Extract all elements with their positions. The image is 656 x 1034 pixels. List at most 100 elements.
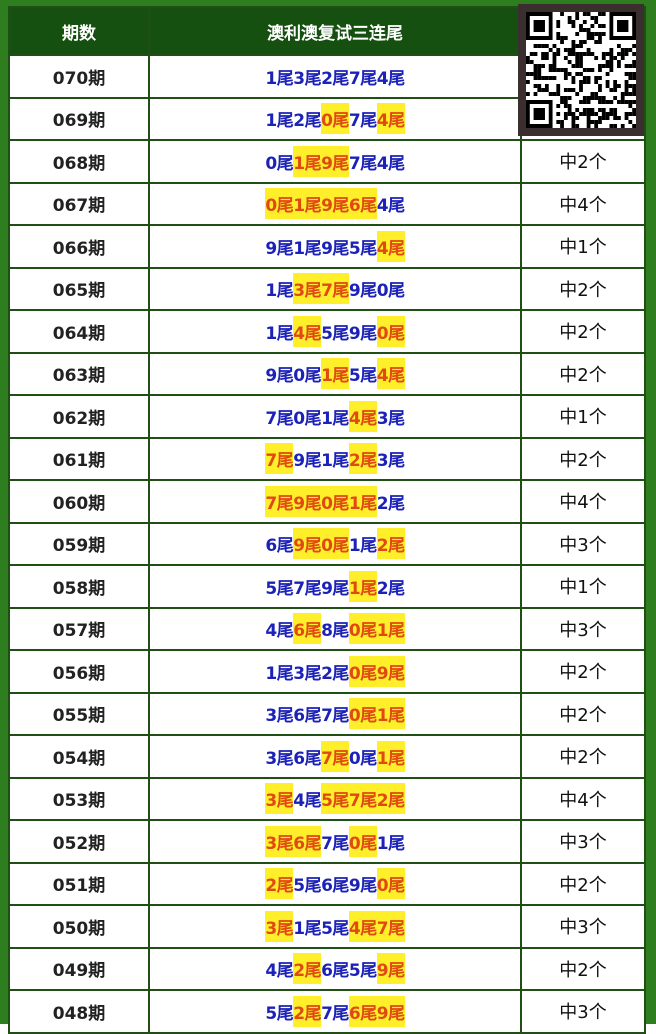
period-cell: 054期 <box>8 734 150 779</box>
tails-cell: 1尾4尾5尾9尾0尾 <box>148 309 522 354</box>
tail-hit: 9尾 <box>376 655 405 687</box>
tails-cell: 2尾5尾6尾9尾0尾 <box>148 861 522 906</box>
period-cell: 048期 <box>8 989 150 1034</box>
period-cell: 055期 <box>8 691 150 736</box>
tail-hit: 6尾 <box>348 995 377 1027</box>
tail-hit: 9尾 <box>321 145 349 177</box>
table-row: 060期 7尾9尾0尾1尾2尾 中4个 <box>8 479 646 524</box>
tail-item: 3尾 <box>376 408 405 429</box>
tail-hit: 0尾 <box>265 188 294 220</box>
tail-hit: 2尾 <box>376 783 405 815</box>
tail-hit: 9尾 <box>293 528 322 560</box>
result-cell: 中3个 <box>520 904 646 949</box>
table-row: 053期 3尾4尾5尾7尾2尾 中4个 <box>8 776 646 821</box>
tail-hit: 1尾 <box>293 145 322 177</box>
tail-item: 2尾 <box>321 663 349 684</box>
tail-hit: 3尾 <box>265 783 294 815</box>
tail-hit: 0尾 <box>348 698 377 730</box>
tails-cell: 4尾2尾6尾5尾9尾 <box>148 946 522 991</box>
period-cell: 067期 <box>8 181 150 226</box>
tail-item: 2尾 <box>376 493 405 514</box>
tail-item: 4尾 <box>265 961 294 982</box>
tails-cell: 7尾0尾1尾4尾3尾 <box>148 394 522 439</box>
tail-hit: 0尾 <box>321 103 349 135</box>
tail-item: 5尾 <box>265 1003 294 1024</box>
period-cell: 051期 <box>8 861 150 906</box>
tail-hit: 7尾 <box>321 273 349 305</box>
tail-hit: 1尾 <box>348 485 377 517</box>
table-row: 067期 0尾1尾9尾6尾4尾 中4个 <box>8 181 646 226</box>
tails-cell: 1尾3尾2尾0尾9尾 <box>148 649 522 694</box>
tail-item: 0尾 <box>376 281 405 302</box>
tail-hit: 9尾 <box>293 485 322 517</box>
tails-cell: 0尾1尾9尾6尾4尾 <box>148 181 522 226</box>
tail-item: 5尾 <box>321 323 349 344</box>
period-cell: 056期 <box>8 649 150 694</box>
tail-item: 1尾 <box>265 111 294 132</box>
table-row: 054期 3尾6尾7尾0尾1尾 中2个 <box>8 734 646 779</box>
tail-hit: 5尾 <box>321 783 349 815</box>
result-cell: 中3个 <box>520 521 646 566</box>
table-row: 066期 9尾1尾9尾5尾4尾 中1个 <box>8 224 646 269</box>
tail-item: 3尾 <box>265 748 294 769</box>
tail-item: 2尾 <box>321 68 349 89</box>
tail-hit: 0尾 <box>348 825 377 857</box>
tail-item: 0尾 <box>293 366 322 387</box>
tail-item: 3尾 <box>265 706 294 727</box>
tail-hit: 4尾 <box>348 910 377 942</box>
period-cell: 061期 <box>8 436 150 481</box>
tail-item: 4尾 <box>376 68 405 89</box>
tail-item: 6尾 <box>293 748 322 769</box>
result-cell: 中2个 <box>520 649 646 694</box>
tail-item: 1尾 <box>265 281 294 302</box>
tails-cell: 5尾7尾9尾1尾2尾 <box>148 564 522 609</box>
tail-hit: 3尾 <box>293 273 322 305</box>
tail-item: 9尾 <box>265 366 294 387</box>
result-cell: 中3个 <box>520 989 646 1034</box>
tail-item: 3尾 <box>293 68 322 89</box>
tail-hit: 4尾 <box>376 103 405 135</box>
tail-hit: 9尾 <box>376 953 405 985</box>
tail-hit: 2尾 <box>293 995 322 1027</box>
tail-hit: 4尾 <box>348 400 377 432</box>
table-row: 051期 2尾5尾6尾9尾0尾 中2个 <box>8 861 646 906</box>
tails-cell: 5尾2尾7尾6尾9尾 <box>148 989 522 1034</box>
tail-item: 2尾 <box>293 111 322 132</box>
result-cell: 中2个 <box>520 436 646 481</box>
tail-hit: 7尾 <box>265 485 294 517</box>
tail-item: 3尾 <box>293 663 322 684</box>
tail-item: 0尾 <box>265 153 294 174</box>
tails-cell: 1尾3尾2尾7尾4尾 <box>148 54 522 99</box>
result-cell: 中2个 <box>520 266 646 311</box>
tail-item: 7尾 <box>265 408 294 429</box>
table-body: 070期 1尾3尾2尾7尾4尾 069期 1尾2尾0尾7尾4尾 068期 0尾1尾9尾7尾… <box>8 54 646 1034</box>
table-row: 058期 5尾7尾9尾1尾2尾 中1个 <box>8 564 646 609</box>
result-cell: 中2个 <box>520 946 646 991</box>
table-row: 065期 1尾3尾7尾9尾0尾 中2个 <box>8 266 646 311</box>
result-cell: 中1个 <box>520 394 646 439</box>
qr-code-image <box>518 4 644 136</box>
tail-item: 5尾 <box>348 961 377 982</box>
period-cell: 049期 <box>8 946 150 991</box>
tail-item: 5尾 <box>265 578 294 599</box>
tail-item: 1尾 <box>293 918 322 939</box>
period-cell: 065期 <box>8 266 150 311</box>
period-cell: 050期 <box>8 904 150 949</box>
tail-item: 5尾 <box>348 238 377 259</box>
table-row: 049期 4尾2尾6尾5尾9尾 中2个 <box>8 946 646 991</box>
tail-hit: 0尾 <box>321 485 349 517</box>
tails-cell: 7尾9尾0尾1尾2尾 <box>148 479 522 524</box>
tail-item: 7尾 <box>321 1003 349 1024</box>
table-row: 052期 3尾6尾7尾0尾1尾 中3个 <box>8 819 646 864</box>
table-row: 061期 7尾9尾1尾2尾3尾 中2个 <box>8 436 646 481</box>
result-cell: 中4个 <box>520 181 646 226</box>
tail-item: 1尾 <box>265 663 294 684</box>
tail-item: 1尾 <box>265 323 294 344</box>
tail-item: 7尾 <box>293 578 322 599</box>
tail-hit: 4尾 <box>376 358 405 390</box>
tail-item: 9尾 <box>293 451 322 472</box>
result-cell: 中3个 <box>520 819 646 864</box>
tail-item: 5尾 <box>293 876 322 897</box>
tail-hit: 7尾 <box>376 910 405 942</box>
tail-hit: 0尾 <box>348 613 377 645</box>
